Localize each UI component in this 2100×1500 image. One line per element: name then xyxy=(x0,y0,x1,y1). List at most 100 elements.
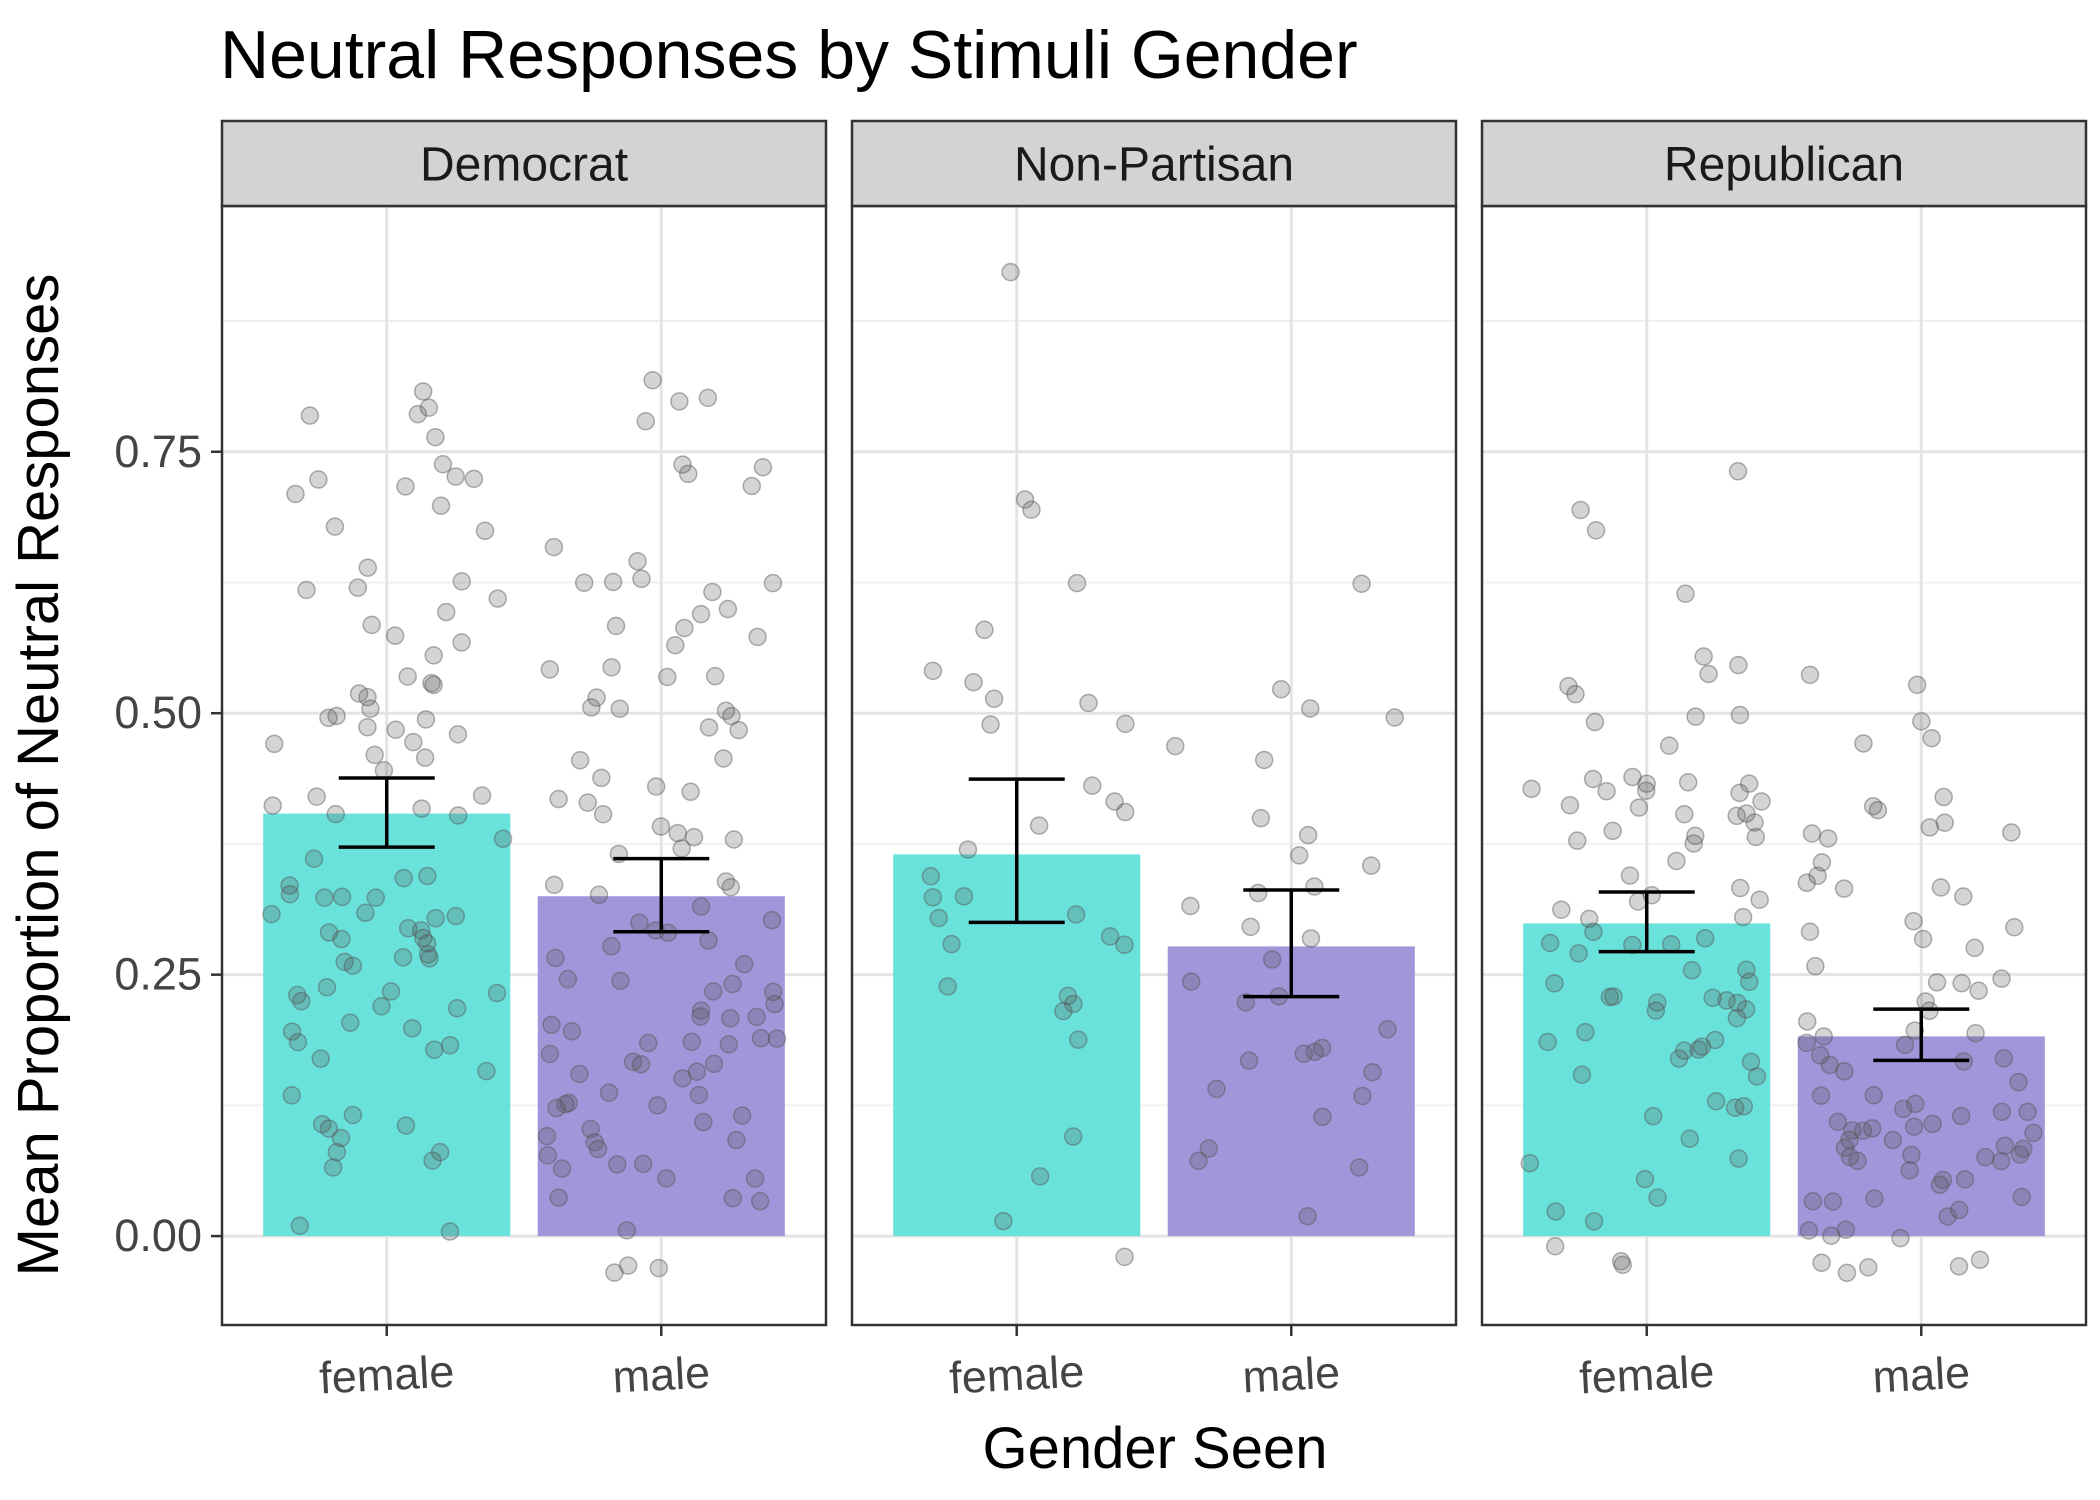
data-point xyxy=(929,908,949,928)
data-point xyxy=(1727,1008,1747,1028)
data-point xyxy=(1546,1202,1565,1221)
data-point xyxy=(1576,1022,1595,1042)
data-point xyxy=(703,982,723,1001)
data-point xyxy=(1569,944,1588,963)
data-point xyxy=(691,604,711,624)
data-point xyxy=(748,627,767,647)
data-point xyxy=(1385,708,1404,727)
data-point xyxy=(1949,1200,1969,1220)
data-point xyxy=(1837,1263,1857,1283)
data-point xyxy=(643,370,662,390)
data-point xyxy=(1699,664,1718,684)
data-point xyxy=(745,1169,765,1188)
data-point xyxy=(1902,1145,1921,1165)
data-point xyxy=(1907,675,1927,695)
data-point xyxy=(431,496,451,515)
data-point xyxy=(1799,1221,1819,1240)
x-tick-label: female xyxy=(948,1346,1086,1404)
data-point xyxy=(396,1116,416,1135)
data-point xyxy=(2005,918,2024,937)
data-point xyxy=(1823,1192,1843,1211)
data-point xyxy=(343,1105,363,1125)
data-point xyxy=(921,867,941,886)
data-point xyxy=(1600,987,1620,1007)
data-point xyxy=(747,1007,766,1027)
data-point xyxy=(1818,829,1838,848)
data-point xyxy=(923,661,943,681)
data-point xyxy=(312,1114,332,1134)
bar-republican-female xyxy=(1523,923,1771,1237)
data-point xyxy=(673,455,692,474)
data-point xyxy=(1725,1098,1745,1117)
data-point xyxy=(1115,935,1134,955)
data-point xyxy=(1560,795,1580,815)
data-point xyxy=(1207,1079,1226,1099)
data-point xyxy=(1739,774,1759,793)
data-point xyxy=(1994,1049,2014,1068)
x-tick-label: male xyxy=(1871,1346,1971,1402)
data-point xyxy=(718,599,738,619)
data-point xyxy=(290,1216,310,1235)
data-point xyxy=(603,572,623,592)
data-point xyxy=(1678,773,1698,792)
data-point xyxy=(1313,1107,1332,1127)
data-point xyxy=(420,949,439,968)
data-point xyxy=(452,572,472,591)
data-point xyxy=(546,948,565,968)
data-point xyxy=(1022,500,1041,520)
data-point xyxy=(1750,890,1769,909)
data-point xyxy=(472,786,492,805)
data-point xyxy=(1361,856,1381,875)
data-point xyxy=(588,1139,608,1159)
data-point xyxy=(592,768,611,788)
data-point xyxy=(691,897,711,916)
data-point xyxy=(602,937,621,956)
data-point xyxy=(750,1191,770,1211)
data-point xyxy=(1686,826,1705,846)
data-point xyxy=(1068,1030,1088,1049)
data-point xyxy=(1891,1228,1910,1248)
data-point xyxy=(2009,1072,2028,1092)
data-point xyxy=(1597,781,1616,801)
data-point xyxy=(280,876,299,895)
data-point xyxy=(440,1035,460,1055)
data-point xyxy=(424,646,443,665)
data-point xyxy=(753,458,773,477)
data-point xyxy=(1241,917,1260,937)
data-point xyxy=(386,720,405,740)
data-point xyxy=(1800,922,1820,941)
data-point xyxy=(1733,907,1753,927)
y-tick-label: 0.25 xyxy=(114,949,202,1000)
data-point xyxy=(1895,1035,1915,1055)
data-point xyxy=(581,1119,600,1139)
data-point xyxy=(286,484,305,504)
data-point xyxy=(540,660,560,679)
data-point xyxy=(408,404,428,424)
data-point xyxy=(1728,993,1747,1013)
data-point xyxy=(689,1085,709,1105)
data-point xyxy=(1659,736,1679,755)
data-point xyxy=(1559,676,1578,696)
data-point xyxy=(381,982,401,1001)
data-point xyxy=(1623,935,1642,955)
data-point xyxy=(585,1132,605,1152)
data-point xyxy=(1965,938,1984,958)
data-point xyxy=(413,382,433,401)
data-point xyxy=(1676,584,1695,603)
x-tick-label: female xyxy=(318,1346,456,1404)
data-point xyxy=(1727,806,1746,826)
data-point xyxy=(589,885,609,905)
data-point xyxy=(426,427,445,447)
data-point xyxy=(1913,929,1933,949)
data-point xyxy=(477,1061,496,1081)
data-point xyxy=(1848,1151,1867,1171)
data-point xyxy=(1904,911,1923,931)
data-point xyxy=(309,470,328,489)
data-point xyxy=(657,1169,676,1188)
data-point xyxy=(1812,853,1832,872)
data-point xyxy=(570,750,590,770)
data-point xyxy=(1729,655,1748,675)
data-point xyxy=(632,569,651,589)
data-point xyxy=(1806,956,1825,976)
data-point xyxy=(361,699,380,718)
